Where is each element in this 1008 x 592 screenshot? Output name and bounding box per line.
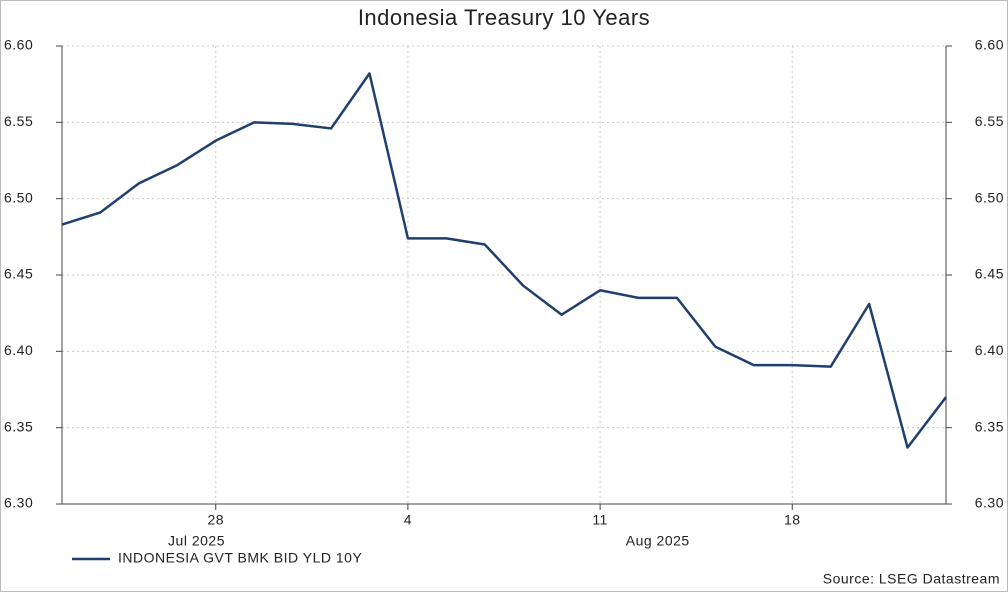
- series-line: [61, 72, 947, 449]
- x-tick-label: 4: [404, 512, 412, 528]
- x-tick-label: 11: [592, 512, 608, 528]
- chart-title: Indonesia Treasury 10 Years: [358, 5, 650, 30]
- y2-tick-label: 6.50: [975, 189, 1004, 205]
- y2-tick-label: 6.55: [975, 113, 1004, 129]
- y2-tick-label: 6.30: [975, 495, 1004, 511]
- y2-tick-label: 6.45: [975, 266, 1004, 282]
- y2-tick-label: 6.35: [975, 418, 1004, 434]
- y-tick-label: 6.35: [4, 418, 33, 434]
- y-tick-label: 6.40: [4, 342, 33, 358]
- y-tick-label: 6.60: [4, 37, 33, 53]
- y2-tick-label: 6.40: [975, 342, 1004, 358]
- x-tick-label: 28: [207, 512, 224, 528]
- x-group-label: Jul 2025: [168, 533, 225, 549]
- x-group-label: Aug 2025: [626, 533, 690, 549]
- y-tick-label: 6.55: [4, 113, 33, 129]
- y-tick-label: 6.50: [4, 189, 33, 205]
- legend-label: INDONESIA GVT BMK BID YLD 10Y: [118, 550, 362, 566]
- y-tick-label: 6.30: [4, 495, 33, 511]
- x-tick-label: 18: [784, 512, 801, 528]
- y2-tick-label: 6.60: [975, 37, 1004, 53]
- y-tick-label: 6.45: [4, 266, 33, 282]
- source: Source: LSEG Datastream: [823, 571, 1000, 587]
